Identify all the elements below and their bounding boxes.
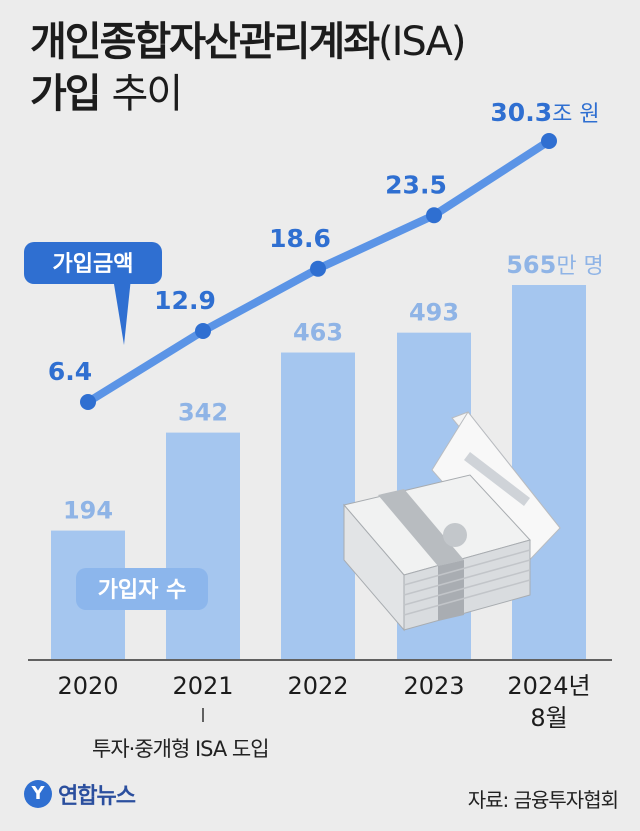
amount-badge xyxy=(24,242,162,284)
amount-label-1: 12.9 xyxy=(154,286,216,315)
x-tick-label-2: 2022 xyxy=(287,672,348,700)
bar-1 xyxy=(166,432,240,659)
bar-4 xyxy=(512,285,586,659)
subscriber-badge xyxy=(76,568,208,610)
amount-label-0: 6.4 xyxy=(48,357,92,386)
amount-badge-pointer xyxy=(113,278,131,345)
amount-unit-label: 조 원 xyxy=(552,102,599,127)
bar-unit-label: 만 명 xyxy=(556,254,603,279)
bar-2 xyxy=(281,352,355,659)
x-tick-label-4: 2024년 xyxy=(507,672,590,700)
amount-label-3: 23.5 xyxy=(385,170,447,199)
source-text: 자료: 금융투자협회 xyxy=(467,788,619,812)
amount-point-4 xyxy=(541,133,557,149)
bar-label-3: 493 xyxy=(409,299,459,327)
subscriber-badge-label: 가입자 수 xyxy=(98,578,187,603)
subtitle-main: 가입 xyxy=(30,71,102,117)
note-annotation: 투자·중개형 ISA 도입 xyxy=(92,737,270,761)
amount-badge-label: 가입금액 xyxy=(53,252,134,277)
amount-point-1 xyxy=(195,323,211,340)
chart-title: 개인종합자산관리계좌(ISA) 가입 추이 xyxy=(30,19,467,117)
amount-point-3 xyxy=(426,207,442,224)
bar-label-1: 342 xyxy=(178,399,228,427)
subtitle-light: 추이 xyxy=(111,71,184,117)
bar-label-0: 194 xyxy=(63,497,113,525)
title-main: 개인종합자산관리계좌 xyxy=(30,19,380,65)
bar-label-2: 463 xyxy=(293,319,343,347)
logo: Y 연합뉴스 xyxy=(24,778,136,810)
x-tick-label-1: 2021 xyxy=(172,672,233,700)
amount-point-0 xyxy=(80,394,96,410)
bar-label-4: 565만 명 xyxy=(506,251,604,279)
logo-text: 연합뉴스 xyxy=(58,784,136,809)
logo-icon: Y xyxy=(24,780,52,808)
amount-label-2: 18.6 xyxy=(269,224,331,253)
amount-point-2 xyxy=(310,260,326,277)
x-tick-label-0: 2020 xyxy=(57,672,118,700)
title-light: (ISA) xyxy=(378,19,467,65)
x-tick-label-3: 2023 xyxy=(403,672,464,700)
x-tick-label-4-line2: 8월 xyxy=(530,704,567,732)
money-stack-illustration xyxy=(343,411,561,632)
amount-label-4: 30.3조 원 xyxy=(490,98,599,127)
